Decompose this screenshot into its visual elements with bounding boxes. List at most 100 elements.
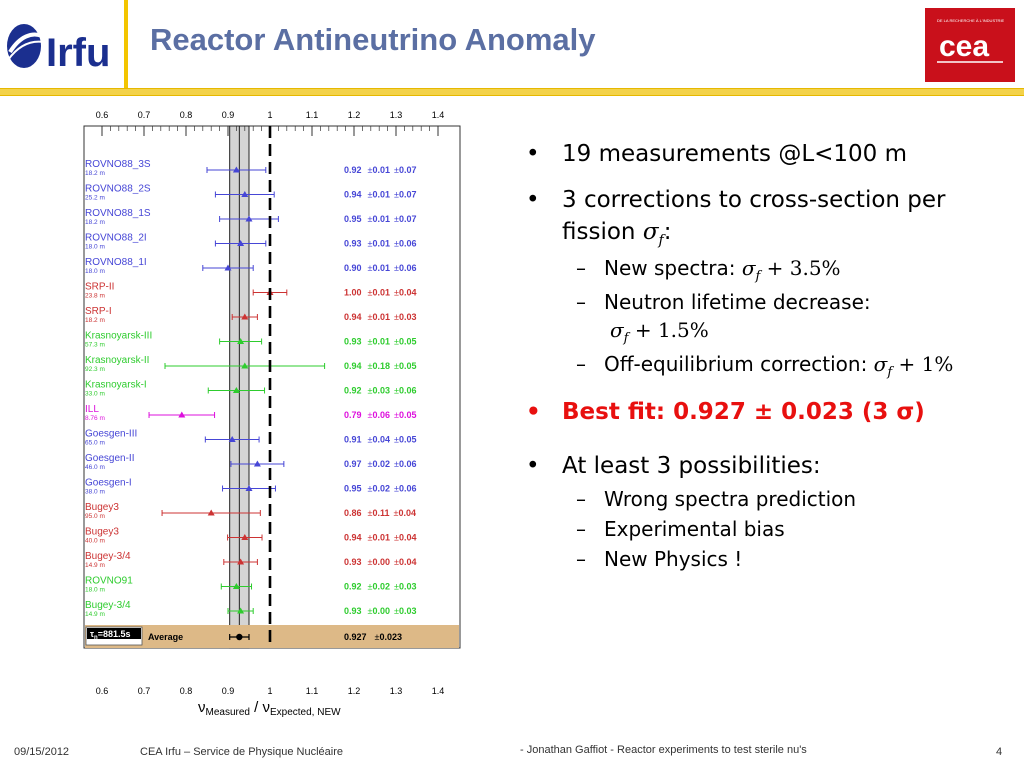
- bottom-tick-label: 1.4: [432, 686, 445, 696]
- tau-legend-fill: [87, 628, 141, 639]
- cea-logo: DE LA RECHERCHE À L'INDUSTRIE cea: [925, 8, 1015, 82]
- average-label: Average: [148, 632, 183, 642]
- forest-plot: 0.6 0.6 0.7 0.7 0.8 0.8 0.9 0.9 1 1 1.1 1.1 1.2 1.2 1.…: [83, 110, 461, 718]
- data-point: [232, 583, 240, 589]
- experiment-label: ROVNO88_2S: [85, 184, 151, 195]
- bullet-dot: •: [526, 187, 540, 214]
- page-number: 4: [996, 746, 1003, 758]
- experiment-distance: 92.3 m: [85, 366, 105, 373]
- experiment-distance: 46.0 m: [85, 464, 105, 471]
- sub-bullet-wrong-spectra: – Wrong spectra prediction: [576, 486, 857, 511]
- bullet-corrections: • 3 corrections to cross-section per fis…: [522, 184, 992, 382]
- footer-author: - Jonathan Gaffiot - Reactor experiments…: [520, 744, 807, 756]
- experiment-distance: 8.76 m: [85, 415, 105, 422]
- experiment-label: Bugey3: [85, 502, 119, 513]
- sub-bullet-new-spectra: – New spectra: σf + 3.5%: [576, 255, 841, 284]
- bullet-possibilities: • At least 3 possibilities: – Wrong spect…: [522, 450, 992, 572]
- header-horizontal-accent: [0, 88, 1024, 96]
- ratio-value: 0.93 ±0.00 ±0.03: [344, 606, 417, 616]
- experiment-label: Goesgen-I: [85, 478, 132, 489]
- data-point: [178, 411, 186, 418]
- data-point: [232, 387, 240, 393]
- data-point: [245, 215, 253, 222]
- bottom-tick-label: 0.9: [222, 686, 235, 696]
- bottom-tick-label: 0.8: [180, 686, 193, 696]
- experiment-label: Bugey-3/4: [85, 600, 131, 611]
- top-tick-label: 1.3: [390, 110, 403, 120]
- experiment-distance: 18.2 m: [85, 219, 105, 226]
- experiment-label: Krasnoyarsk-I: [85, 380, 147, 391]
- experiment-label: Bugey-3/4: [85, 551, 131, 562]
- experiment-label: Krasnoyarsk-II: [85, 355, 149, 366]
- experiment-label: ROVNO88_3S: [85, 159, 151, 170]
- ratio-value: 0.94 ±0.18 ±0.05: [344, 361, 417, 371]
- data-point: [253, 460, 261, 467]
- ratio-value: 0.95 ±0.02 ±0.06: [344, 484, 417, 494]
- bullet-dot: •: [526, 141, 540, 167]
- top-tick-label: 0.8: [180, 110, 193, 120]
- data-point: [241, 191, 249, 197]
- ratio-value: 0.93 ±0.00 ±0.04: [344, 557, 417, 567]
- ratio-value: 0.97 ±0.02 ±0.06: [344, 459, 417, 469]
- top-tick-label: 1.1: [306, 110, 319, 120]
- experiment-label: Goesgen-II: [85, 453, 134, 464]
- data-point: [228, 436, 236, 442]
- bullet-dot: •: [526, 399, 541, 426]
- experiment-label: ROVNO88_1S: [85, 208, 151, 219]
- top-tick-label: 0.9: [222, 110, 235, 120]
- tau-legend-text: τn=881.5s: [90, 629, 131, 641]
- experiment-distance: 40.0 m: [85, 538, 105, 545]
- cea-tagline: DE LA RECHERCHE À L'INDUSTRIE: [937, 18, 1005, 23]
- data-point: [237, 607, 245, 614]
- data-point: [224, 264, 232, 271]
- data-point: [237, 338, 245, 344]
- experiment-label: SRP-II: [85, 282, 114, 293]
- top-tick-label: 0.7: [138, 110, 151, 120]
- top-tick-label: 0.6: [96, 110, 109, 120]
- experiment-distance: 65.0 m: [85, 440, 105, 447]
- plot-frame: [83, 125, 461, 649]
- footer-organization: CEA Irfu – Service de Physique Nucléaire: [140, 746, 343, 758]
- experiment-distance: 23.8 m: [85, 293, 105, 300]
- data-point: [241, 362, 249, 369]
- data-point: [237, 240, 245, 246]
- experiment-distance: 18.2 m: [85, 170, 105, 177]
- data-point: [232, 166, 240, 173]
- experiment-label: ROVNO88_1I: [85, 257, 147, 268]
- bottom-tick-label: 1: [267, 686, 272, 696]
- ratio-value: 0.92 ±0.01 ±0.07: [344, 165, 417, 175]
- average-row-band: [85, 625, 459, 648]
- bullet-best-fit: • Best fit: 0.927 ± 0.023 (3 σ): [522, 396, 992, 428]
- experiment-label: SRP-I: [85, 306, 112, 317]
- bottom-tick-label: 0.6: [96, 686, 109, 696]
- irfu-logo-text: Irfu: [46, 31, 110, 75]
- average-point: [236, 633, 243, 641]
- ratio-value: 0.86 ±0.11 ±0.04: [344, 508, 416, 518]
- sub-bullet-neutron-lifetime: – Neutron lifetime decrease: σf + 1.5%: [576, 289, 871, 346]
- ratio-value: 0.90 ±0.01 ±0.06: [344, 263, 417, 273]
- experiment-distance: 25.2 m: [85, 195, 105, 202]
- slide-header: Irfu Reactor Antineutrino Anomaly DE LA …: [0, 0, 1024, 96]
- data-point: [245, 485, 253, 491]
- bullet-measurements: • 19 measurements @L<100 m: [522, 138, 992, 170]
- ratio-value: 0.95 ±0.01 ±0.07: [344, 214, 417, 224]
- experiment-distance: 57.3 m: [85, 342, 105, 349]
- slide-title: Reactor Antineutrino Anomaly: [150, 22, 596, 57]
- footer-date: 09/15/2012: [14, 746, 70, 758]
- experiment-label: ILL: [85, 404, 99, 415]
- experiment-label: Bugey3: [85, 527, 119, 538]
- bullet-dot: •: [526, 453, 540, 480]
- ratio-value: 0.94 ±0.01 ±0.07: [344, 190, 417, 200]
- data-point: [241, 313, 249, 320]
- data-point: [241, 534, 249, 540]
- experiment-distance: 18.0 m: [85, 268, 105, 275]
- data-point: [237, 558, 245, 565]
- experiment-distance: 18.0 m: [85, 244, 105, 251]
- data-point: [207, 509, 215, 516]
- experiment-label: ROVNO88_2I: [85, 233, 147, 244]
- sub-bullet-experimental-bias: – Experimental bias: [576, 516, 785, 541]
- experiment-label: Goesgen-III: [85, 429, 137, 440]
- ratio-value: 0.93 ±0.01 ±0.05: [344, 337, 417, 347]
- ratio-value: 0.94 ±0.01 ±0.03: [344, 312, 417, 322]
- ratio-value: 0.94 ±0.01 ±0.04: [344, 533, 417, 543]
